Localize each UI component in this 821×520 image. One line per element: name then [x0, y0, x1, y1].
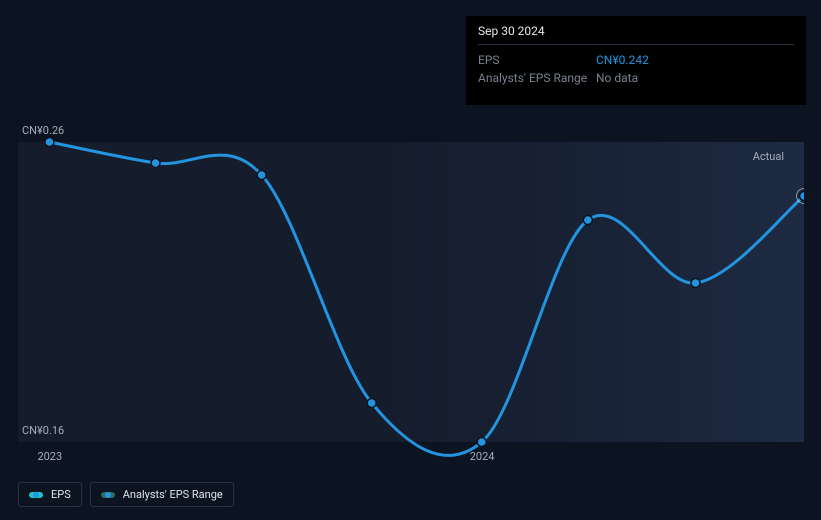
- data-point[interactable]: [151, 159, 160, 168]
- chart-tooltip: Sep 30 2024 EPSCN¥0.242Analysts' EPS Ran…: [466, 16, 806, 105]
- legend-item-label: Analysts' EPS Range: [123, 488, 223, 501]
- data-point[interactable]: [691, 279, 700, 288]
- x-axis-label: 2023: [37, 450, 62, 463]
- chart-legend: EPS Analysts' EPS Range: [18, 482, 234, 507]
- y-axis-bottom-label: CN¥0.16: [22, 424, 64, 437]
- data-point[interactable]: [257, 171, 266, 180]
- legend-item[interactable]: Analysts' EPS Range: [90, 482, 234, 507]
- x-axis-label: 2024: [470, 450, 495, 463]
- tooltip-row-value: CN¥0.242: [596, 53, 649, 67]
- data-point[interactable]: [45, 138, 54, 147]
- data-point[interactable]: [367, 399, 376, 408]
- tooltip-row: Analysts' EPS RangeNo data: [478, 69, 794, 87]
- data-point[interactable]: [800, 192, 805, 201]
- legend-item[interactable]: EPS: [18, 482, 82, 507]
- data-point[interactable]: [583, 216, 592, 225]
- data-point[interactable]: [477, 438, 486, 447]
- tooltip-row-key: Analysts' EPS Range: [478, 71, 596, 85]
- tooltip-row-value: No data: [596, 71, 638, 85]
- tooltip-row-key: EPS: [478, 53, 596, 67]
- legend-swatch-icon: [101, 490, 115, 500]
- y-axis-top-label: CN¥0.26: [22, 124, 64, 137]
- legend-item-label: EPS: [51, 488, 71, 501]
- legend-swatch-icon: [29, 490, 43, 500]
- tooltip-date: Sep 30 2024: [478, 24, 794, 45]
- tooltip-row: EPSCN¥0.242: [478, 51, 794, 69]
- actual-region-label: Actual: [753, 150, 784, 163]
